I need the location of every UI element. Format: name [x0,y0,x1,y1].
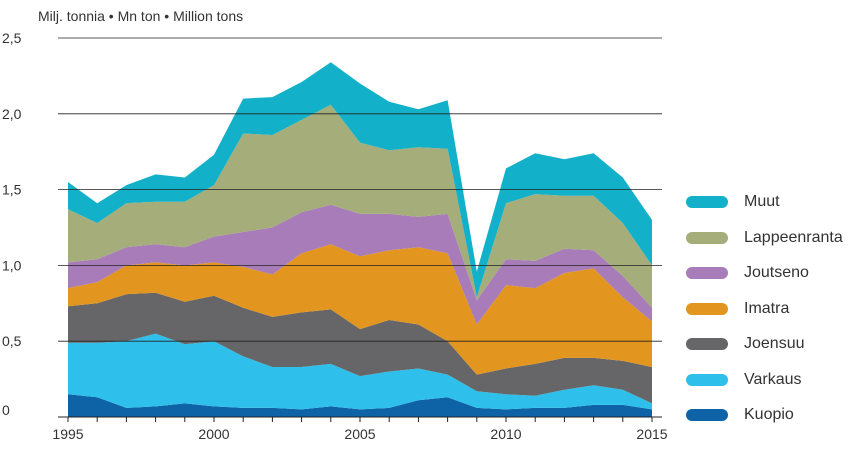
y-tick-label: 2,5 [2,30,22,46]
area-kuopio [68,394,652,417]
legend-item-kuopio: Kuopio [686,403,794,427]
legend-swatch [686,302,728,315]
legend-swatch [686,338,728,350]
legend-item-joensuu: Joensuu [686,332,805,356]
y-tick-label: 0 [2,402,10,418]
x-tick-label: 2015 [636,426,667,442]
area-muut [68,62,652,298]
legend-label: Imatra [744,299,790,317]
legend-label: Kuopio [744,406,794,423]
legend-swatch [686,373,728,386]
x-tick-label: 2005 [344,426,375,442]
area-lappeenranta [68,104,652,308]
y-tick-label: 1,0 [2,257,22,273]
x-tick-label: 1995 [52,426,83,442]
legend-swatch [686,196,728,208]
area-varkaus [68,333,652,410]
legend-item-varkaus: Varkaus [686,368,802,392]
legend-item-muut: Muut [686,190,780,214]
legend-label: Joensuu [744,335,805,352]
area-series-group [68,62,652,417]
area-joutseno [68,204,652,325]
legend-item-joutseno: Joutseno [686,261,809,285]
y-tick-label: 0,5 [2,333,22,349]
area-joensuu [68,292,652,404]
legend-label: Muut [744,193,780,210]
legend-swatch [686,409,728,421]
gridlines [58,37,662,342]
x-tick-label: 2010 [490,426,521,442]
unit-label: Milj. tonnia • Mn ton • Million tons [38,8,244,24]
legend-swatch [686,231,728,244]
legend-label: Lappeenranta [744,228,843,246]
legend-item-lappeenranta: Lappeenranta [686,226,843,250]
area-imatra [68,244,652,375]
legend-label: Joutseno [744,264,809,281]
x-axis: 1995 2000 2005 2010 2015 [52,416,668,442]
legend-label: Varkaus [744,370,802,388]
y-axis: 0 0,5 1,0 1,5 2,0 2,5 [2,30,22,418]
y-tick-label: 1,5 [2,182,22,198]
x-tick-label: 2000 [198,426,229,442]
legend-item-imatra: Imatra [686,297,789,321]
y-tick-label: 2,0 [2,106,22,122]
legend-swatch [686,267,728,279]
